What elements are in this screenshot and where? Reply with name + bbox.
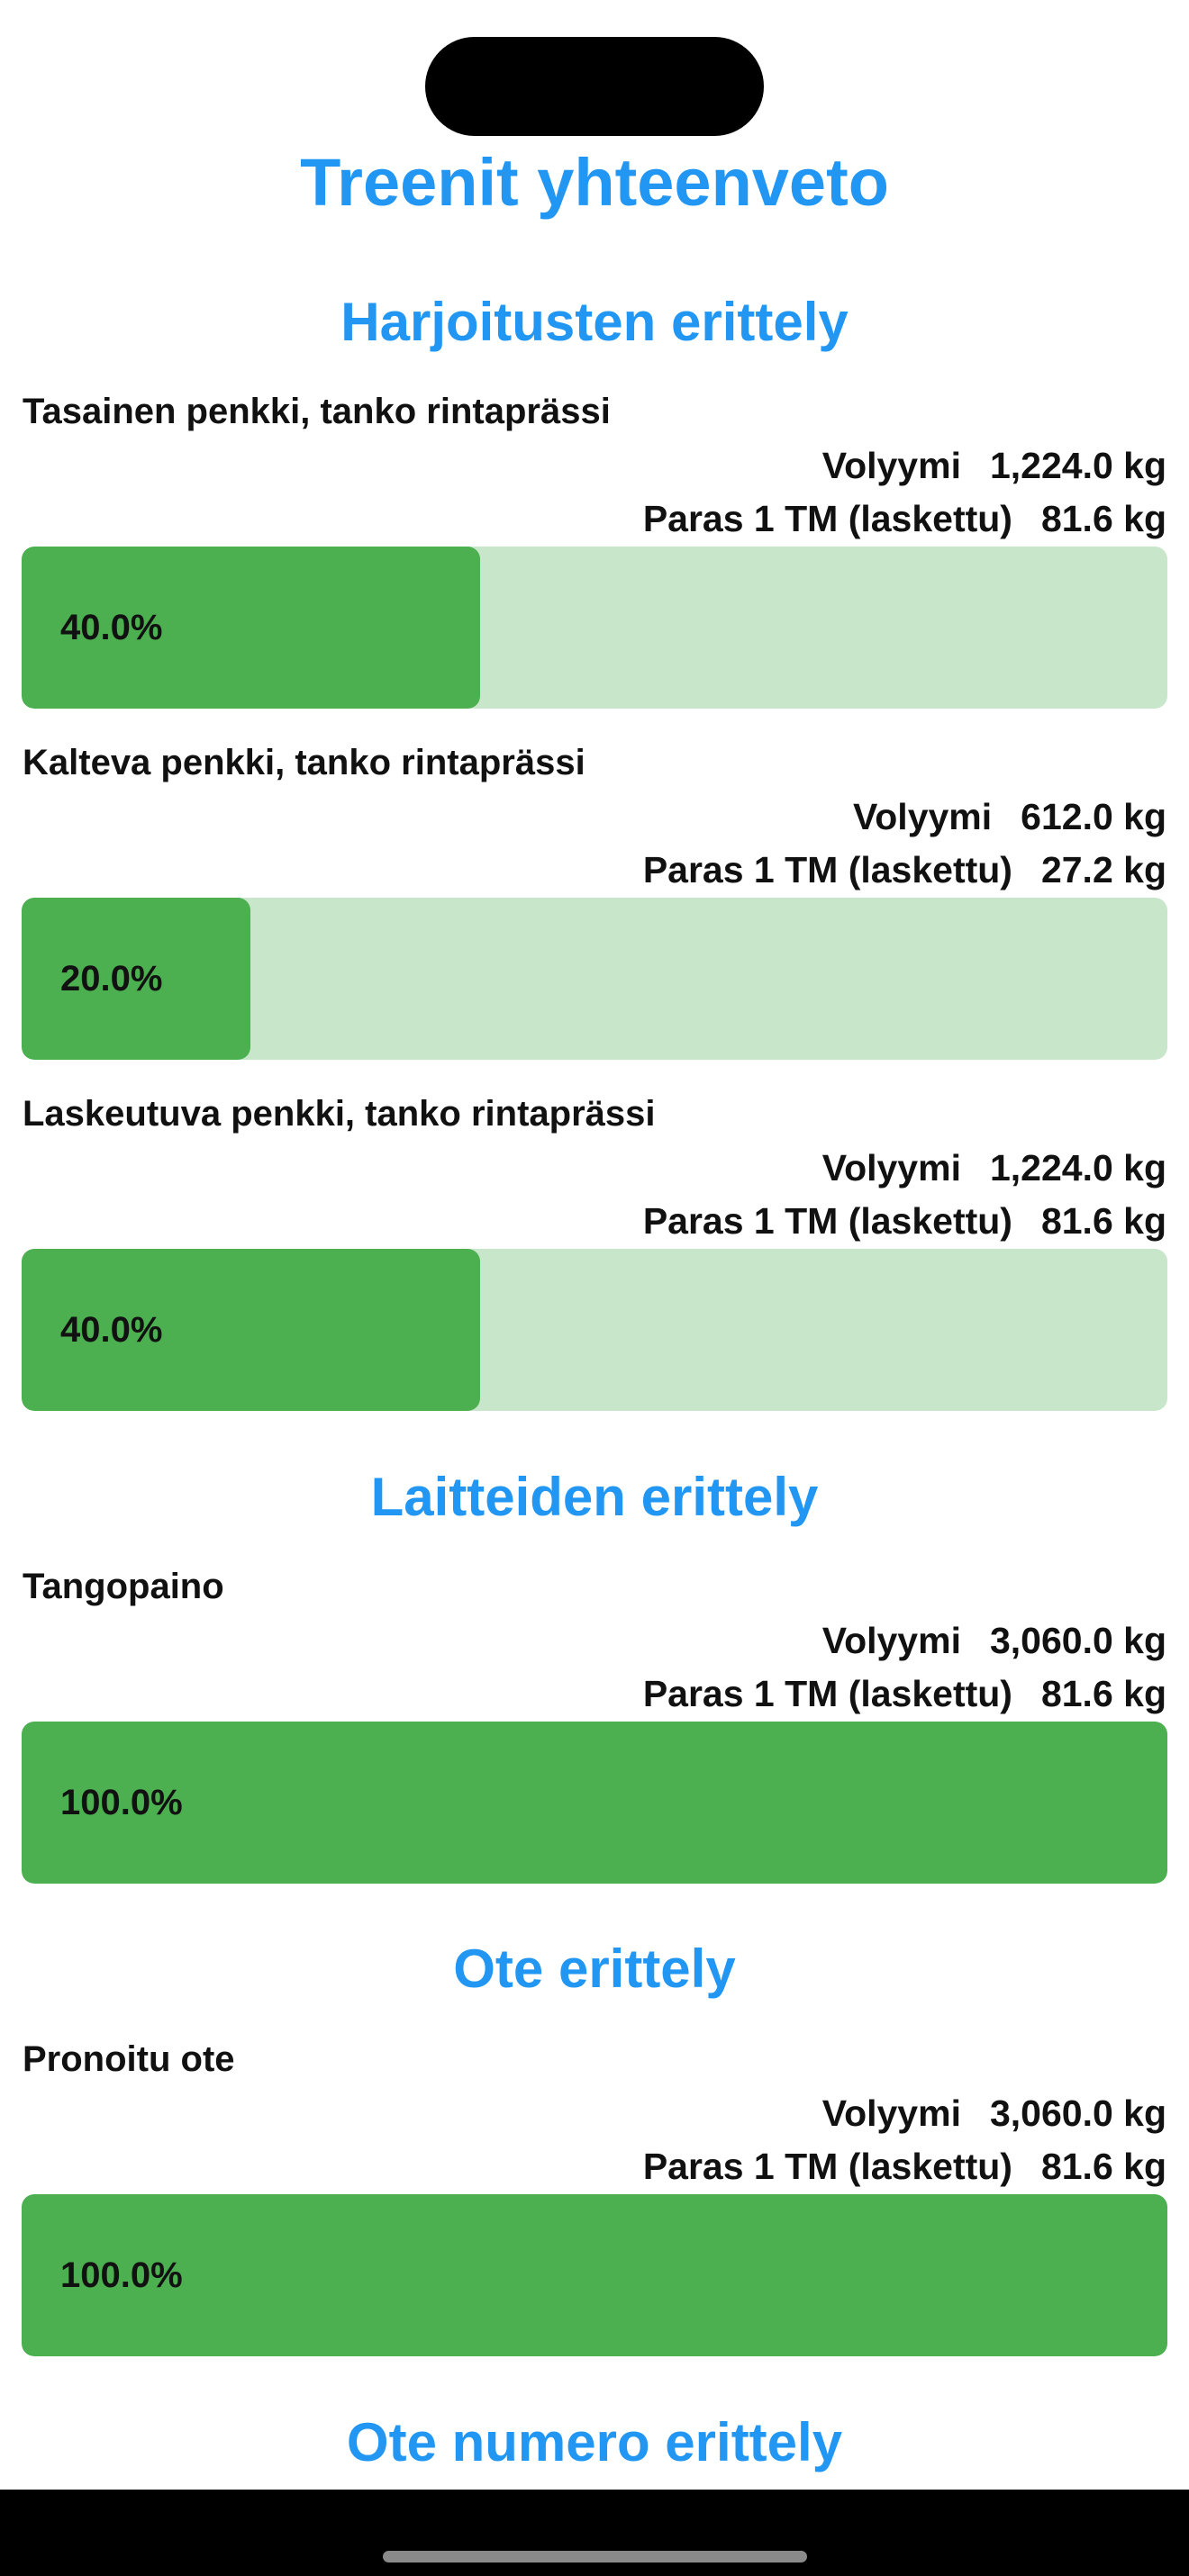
percentage-bar: 100.0%	[22, 2194, 1167, 2356]
exercise-name: Laskeutuva penkki, tanko rintaprässi	[23, 1094, 656, 1134]
volume-value: 3,060.0 kg	[989, 2092, 1166, 2134]
volume-label: Volyymi	[821, 1620, 961, 1661]
exercise-name: Tasainen penkki, tanko rintaprässi	[23, 392, 611, 431]
percentage-bar: 40.0%	[22, 547, 1167, 709]
best-1rm-row: Paras 1 TM (laskettu) 81.6 kg	[643, 1668, 1166, 1719]
percentage-bar-fill	[22, 547, 480, 709]
best-1rm-label: Paras 1 TM (laskettu)	[642, 2146, 1012, 2187]
volume-row: Volyymi 612.0 kg	[853, 791, 1166, 842]
volume-value: 1,224.0 kg	[989, 1147, 1166, 1189]
best-1rm-value: 81.6 kg	[1040, 498, 1166, 539]
percentage-bar-fill	[22, 1249, 480, 1411]
best-1rm-row: Paras 1 TM (laskettu) 81.6 kg	[643, 2141, 1166, 2192]
section-title-equipment: Laitteiden erittely	[370, 1467, 819, 1527]
home-indicator-area	[0, 2490, 1189, 2576]
volume-label: Volyymi	[821, 445, 961, 486]
best-1rm-row: Paras 1 TM (laskettu) 27.2 kg	[643, 845, 1166, 895]
best-1rm-value: 81.6 kg	[1040, 2146, 1166, 2187]
volume-label: Volyymi	[821, 1147, 961, 1189]
exercise-name: Kalteva penkki, tanko rintaprässi	[23, 743, 585, 782]
page-title: Treenit yhteenveto	[300, 145, 889, 220]
volume-row: Volyymi 1,224.0 kg	[822, 1143, 1166, 1193]
best-1rm-label: Paras 1 TM (laskettu)	[642, 1200, 1012, 1242]
percentage-bar-fill	[22, 1722, 1167, 1884]
best-1rm-label: Paras 1 TM (laskettu)	[642, 1673, 1012, 1714]
volume-label: Volyymi	[852, 796, 993, 837]
equipment-name: Tangopaino	[23, 1567, 224, 1606]
percentage-bar: 100.0%	[22, 1722, 1167, 1884]
volume-value: 1,224.0 kg	[989, 445, 1166, 486]
best-1rm-value: 81.6 kg	[1040, 1200, 1166, 1242]
section-title-exercises: Harjoitusten erittely	[340, 292, 849, 352]
percentage-text: 100.0%	[60, 2255, 183, 2295]
best-1rm-value: 27.2 kg	[1040, 849, 1166, 890]
best-1rm-row: Paras 1 TM (laskettu) 81.6 kg	[643, 493, 1166, 544]
percentage-text: 20.0%	[60, 959, 163, 999]
percentage-text: 40.0%	[60, 1310, 163, 1350]
best-1rm-label: Paras 1 TM (laskettu)	[642, 849, 1012, 890]
percentage-text: 40.0%	[60, 608, 163, 647]
volume-row: Volyymi 3,060.0 kg	[822, 2088, 1166, 2138]
percentage-text: 100.0%	[60, 1783, 183, 1822]
volume-label: Volyymi	[821, 2092, 961, 2134]
dynamic-island	[425, 37, 764, 136]
volume-value: 612.0 kg	[1021, 796, 1166, 837]
best-1rm-label: Paras 1 TM (laskettu)	[642, 498, 1012, 539]
section-title-grip: Ote erittely	[453, 1939, 736, 1999]
percentage-bar-fill	[22, 898, 251, 1060]
home-indicator[interactable]	[383, 2551, 807, 2562]
percentage-bar-fill	[22, 2194, 1167, 2356]
grip-name: Pronoitu ote	[23, 2039, 235, 2079]
best-1rm-value: 81.6 kg	[1040, 1673, 1166, 1714]
percentage-bar: 40.0%	[22, 1249, 1167, 1411]
volume-row: Volyymi 1,224.0 kg	[822, 440, 1166, 491]
section-title-grip-number: Ote numero erittely	[346, 2412, 843, 2472]
volume-row: Volyymi 3,060.0 kg	[822, 1615, 1166, 1666]
volume-value: 3,060.0 kg	[989, 1620, 1166, 1661]
best-1rm-row: Paras 1 TM (laskettu) 81.6 kg	[643, 1196, 1166, 1246]
percentage-bar: 20.0%	[22, 898, 1167, 1060]
